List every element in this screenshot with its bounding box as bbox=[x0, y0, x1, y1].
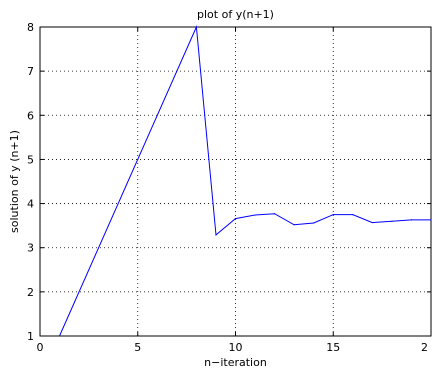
series-point bbox=[430, 219, 432, 221]
series-point bbox=[293, 224, 295, 226]
grid-lines bbox=[40, 27, 431, 336]
x-tick-label: 5 bbox=[134, 341, 141, 354]
x-tick-label: 10 bbox=[229, 341, 243, 354]
series-point bbox=[234, 217, 237, 220]
y-tick-label: 2 bbox=[27, 286, 34, 299]
y-axis-label: solution of y (n+1) bbox=[8, 130, 21, 233]
y-tick-label: 1 bbox=[27, 330, 34, 343]
x-tick-label: 2 bbox=[421, 341, 428, 354]
series-point bbox=[332, 214, 334, 216]
y-tick-label: 4 bbox=[27, 198, 34, 211]
y-tick-label: 3 bbox=[27, 242, 34, 255]
x-tick-label: 0 bbox=[37, 341, 44, 354]
series-point bbox=[195, 26, 197, 28]
series-layer bbox=[58, 25, 432, 337]
series-point bbox=[391, 220, 393, 222]
x-tick-label: 15 bbox=[326, 341, 340, 354]
y-tick-label: 8 bbox=[27, 21, 34, 34]
series-point bbox=[215, 234, 217, 236]
tick-marks bbox=[39, 26, 432, 337]
series-line bbox=[59, 25, 431, 337]
x-tick-labels: 0 5 10 15 2 bbox=[37, 341, 429, 354]
y-tick-labels: 1 2 3 4 5 6 7 8 bbox=[27, 21, 34, 343]
chart-title: plot of y(n+1) bbox=[197, 8, 274, 21]
series-point bbox=[58, 335, 61, 337]
series-point bbox=[313, 222, 315, 224]
y-tick-label: 7 bbox=[27, 65, 34, 78]
series-point bbox=[254, 214, 256, 216]
x-axis-label: n−iteration bbox=[204, 356, 267, 369]
series-point bbox=[352, 214, 354, 216]
plot-area-frame bbox=[39, 26, 432, 337]
series-point bbox=[371, 221, 373, 224]
y-tick-label: 6 bbox=[27, 109, 34, 122]
series-point bbox=[410, 219, 413, 221]
y-tick-label: 5 bbox=[27, 153, 34, 166]
series-point bbox=[274, 213, 276, 215]
